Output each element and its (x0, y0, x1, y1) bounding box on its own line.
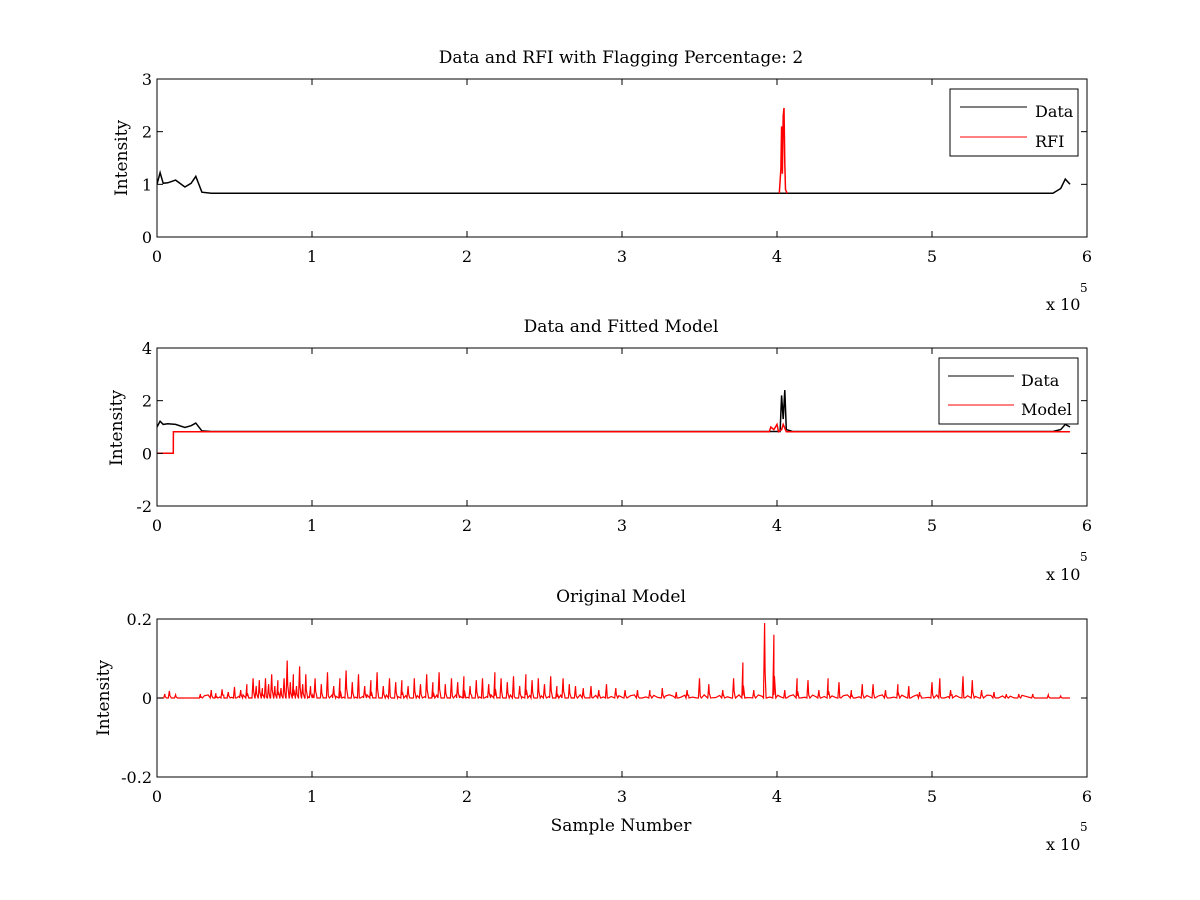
y-tick-label: 0 (142, 444, 152, 463)
x-tick-label: 0 (152, 247, 162, 266)
y-tick-label: 3 (142, 70, 152, 89)
y-tick-label: 4 (142, 339, 152, 358)
panel-2-legend-box (938, 357, 1079, 425)
x-tick-label: 3 (617, 787, 627, 806)
x-tick-label: 2 (462, 247, 472, 266)
panel-2-legend-data-label: Data (1021, 371, 1060, 390)
x-tick-label: 5 (927, 516, 937, 535)
x-tick-label: 3 (617, 247, 627, 266)
y-tick-label: 2 (142, 123, 152, 142)
y-tick-label: 0 (142, 228, 152, 247)
panel-3-x-exponent-power: 5 (1080, 820, 1088, 834)
y-tick-label: 0.2 (127, 610, 152, 629)
x-tick-label: 0 (152, 516, 162, 535)
panel-1-ylabel: Intensity (112, 120, 132, 196)
x-tick-label: 1 (307, 247, 317, 266)
x-tick-label: 5 (927, 247, 937, 266)
panel-3-series-line (158, 622, 1070, 701)
panel-3-series-group (158, 622, 1070, 701)
y-tick-label: 2 (142, 392, 152, 411)
panel-1-series-rfi (778, 107, 788, 194)
x-tick-label: 1 (307, 787, 317, 806)
panel-2-series-group (157, 390, 1071, 455)
x-tick-label: 4 (772, 516, 782, 535)
panel-2-ylabel: Intensity (107, 390, 127, 466)
panel-2-legend: Data Model (938, 357, 1079, 425)
panel-3-plot-area: 0 1 2 3 4 5 6-0.200.2 (121, 610, 1092, 806)
panel-2-x-exponent: x 10 (1046, 565, 1080, 584)
panel-3-title: Original Model (556, 587, 686, 607)
x-tick-label: 0 (152, 787, 162, 806)
x-tick-label: 2 (462, 787, 472, 806)
panel-1: Data and RFI with Flagging Percentage: 2… (112, 48, 1092, 314)
panel-1-x-exponent: x 10 (1046, 295, 1080, 314)
x-tick-label: 2 (462, 516, 472, 535)
x-tick-label: 4 (772, 247, 782, 266)
y-tick-label: -0.2 (121, 768, 152, 787)
panel-3-ylabel: Intensity (94, 660, 114, 736)
panel-3-x-exponent: x 10 (1046, 835, 1080, 854)
panel-1-series-group (157, 107, 1071, 195)
panel-1-plot-area: 0 1 2 3 4 5 6 0 1 2 3 (142, 70, 1092, 266)
panel-2-x-exponent-power: 5 (1080, 550, 1088, 564)
x-tick-label: 6 (1082, 516, 1092, 535)
panel-1-x-exponent-power: 5 (1080, 281, 1088, 295)
y-tick-label: 0 (142, 689, 152, 708)
x-tick-label: 6 (1082, 247, 1092, 266)
panel-2-title: Data and Fitted Model (524, 317, 719, 337)
y-tick-label: -2 (136, 497, 152, 516)
x-tick-label: 3 (617, 516, 627, 535)
panel-1-series-data (157, 169, 1071, 195)
panel-3-xlabel: Sample Number (551, 816, 693, 836)
x-tick-label: 6 (1082, 787, 1092, 806)
x-tick-label: 4 (772, 787, 782, 806)
y-tick-label: 1 (142, 175, 152, 194)
panel-1-legend-box (949, 88, 1079, 157)
panel-1-legend-rfi-label: RFI (1035, 132, 1064, 151)
panel-1-legend: Data RFI (949, 88, 1079, 157)
panel-2: Data and Fitted Model Intensity 0 1 2 3 4 5 6 -… (107, 317, 1092, 584)
panel-2-series-model (157, 422, 1070, 455)
panel-3: Original Model Intensity 0 1 2 3 4 5 6-0.200.2… (94, 587, 1092, 854)
panel-1-legend-data-label: Data (1035, 102, 1074, 121)
panel-1-title: Data and RFI with Flagging Percentage: 2 (439, 48, 803, 68)
panel-2-legend-model-label: Model (1021, 400, 1072, 419)
x-tick-label: 5 (927, 787, 937, 806)
x-tick-label: 1 (307, 516, 317, 535)
